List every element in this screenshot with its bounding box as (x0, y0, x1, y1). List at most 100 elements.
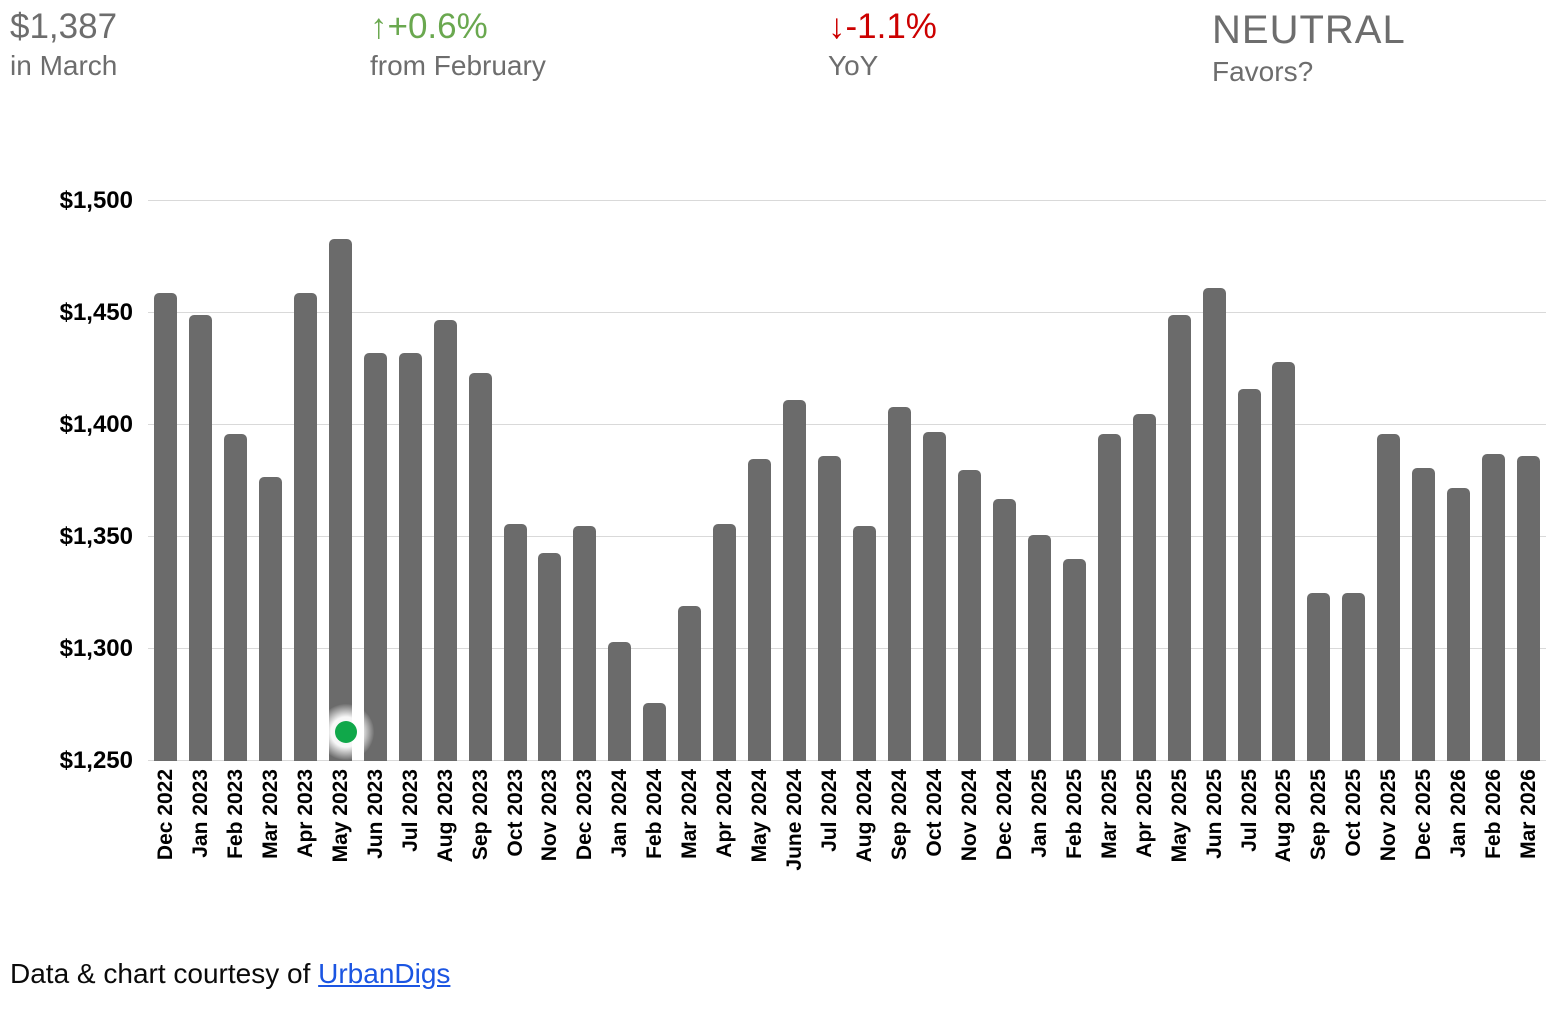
stat-median-price-value: $1,387 (10, 7, 118, 46)
x-axis-label: Oct 2025 (1342, 769, 1366, 857)
bar[interactable] (1342, 593, 1366, 761)
bar[interactable] (1027, 534, 1051, 761)
stat-median-price-label: in March (10, 50, 118, 81)
x-axis-label: Nov 2025 (1377, 769, 1401, 862)
bar[interactable] (1517, 456, 1541, 761)
bar-cell (323, 201, 358, 761)
bar[interactable] (1272, 362, 1296, 761)
bar[interactable] (1377, 433, 1401, 761)
bar-cell (1406, 201, 1441, 761)
x-label-cell: Dec 2022 (148, 769, 183, 909)
x-axis-label: Sep 2024 (887, 769, 911, 861)
bar[interactable] (713, 523, 737, 761)
bar[interactable] (433, 319, 457, 761)
x-axis-label: Feb 2023 (223, 769, 247, 859)
bar[interactable] (1097, 433, 1121, 761)
x-axis-label: May 2023 (328, 769, 352, 863)
x-axis-label: Feb 2025 (1062, 769, 1086, 859)
y-axis-label: $1,400 (59, 411, 133, 438)
bar-cell (1441, 201, 1476, 761)
x-axis-label: Apr 2024 (713, 769, 737, 858)
bar[interactable] (1062, 559, 1086, 761)
bar-cell (812, 201, 847, 761)
x-label-cell: Apr 2025 (1127, 769, 1162, 909)
bar[interactable] (1202, 288, 1226, 761)
x-axis-label: Aug 2025 (1272, 769, 1296, 863)
stat-month-over-month-label: from February (370, 50, 546, 81)
x-axis-label: Mar 2026 (1517, 769, 1541, 859)
bar[interactable] (153, 292, 177, 761)
x-axis-label: Jul 2024 (818, 769, 842, 852)
x-label-cell: Dec 2025 (1406, 769, 1441, 909)
x-axis-label: Sep 2023 (468, 769, 492, 861)
x-axis-label: Apr 2023 (293, 769, 317, 858)
bar[interactable] (223, 433, 247, 761)
bar[interactable] (293, 292, 317, 761)
bar[interactable] (853, 525, 877, 761)
bar[interactable] (1167, 315, 1191, 761)
x-axis-label: Oct 2024 (922, 769, 946, 857)
x-label-cell: Mar 2023 (253, 769, 288, 909)
x-axis-label: Jan 2023 (188, 769, 212, 858)
gridline (148, 424, 1546, 425)
x-label-cell: Nov 2025 (1371, 769, 1406, 909)
attribution-text: Data & chart courtesy of (10, 958, 319, 989)
gridline (148, 648, 1546, 649)
x-label-cell: Oct 2023 (498, 769, 533, 909)
bar[interactable] (643, 702, 667, 761)
x-label-cell: Aug 2024 (847, 769, 882, 909)
x-label-cell: May 2025 (1162, 769, 1197, 909)
bar[interactable] (258, 476, 282, 761)
urbandigs-link[interactable]: UrbanDigs (318, 958, 451, 989)
x-label-cell: Sep 2023 (463, 769, 498, 909)
y-axis: $1,250 $1,300 $1,350 $1,400 $1,450 $1,500 (0, 189, 133, 773)
bar[interactable] (538, 552, 562, 761)
bar[interactable] (818, 456, 842, 761)
x-label-cell: Nov 2024 (952, 769, 987, 909)
bar[interactable] (1307, 593, 1331, 761)
bar[interactable] (1447, 487, 1471, 761)
bar[interactable] (328, 239, 352, 761)
price-bar-chart: $1,250 $1,300 $1,350 $1,400 $1,450 $1,500 Dec… (0, 150, 1552, 910)
bar-cell (707, 201, 742, 761)
bar[interactable] (1132, 413, 1156, 761)
x-axis-label: Jun 2025 (1202, 769, 1226, 859)
x-axis-label: Jul 2025 (1237, 769, 1261, 852)
x-label-cell: Jul 2023 (393, 769, 428, 909)
bar-cell (1057, 201, 1092, 761)
bar[interactable] (363, 353, 387, 761)
bar[interactable] (468, 373, 492, 761)
x-label-cell: Mar 2025 (1092, 769, 1127, 909)
stat-median-price: $1,387 in March (10, 6, 117, 84)
bar-cell (742, 201, 777, 761)
x-label-cell: Apr 2024 (707, 769, 742, 909)
bar[interactable] (887, 407, 911, 761)
bar[interactable] (748, 458, 772, 761)
bar-cell (1511, 201, 1546, 761)
x-label-cell: Mar 2024 (672, 769, 707, 909)
bar[interactable] (992, 498, 1016, 761)
bar[interactable] (398, 353, 422, 761)
stat-year-over-year-value: ↓-1.1% (828, 7, 937, 46)
bar[interactable] (1482, 454, 1506, 761)
x-label-cell: Jan 2024 (602, 769, 637, 909)
x-label-cell: Jun 2023 (358, 769, 393, 909)
bar[interactable] (1412, 467, 1436, 761)
y-axis-label: $1,450 (59, 299, 133, 326)
bar[interactable] (573, 525, 597, 761)
x-axis: Dec 2022 Jan 2023 Feb 2023 Mar 2023 Apr 2023… (148, 769, 1546, 909)
x-label-cell: Feb 2024 (637, 769, 672, 909)
x-axis-label: Nov 2024 (957, 769, 981, 862)
bar[interactable] (783, 400, 807, 761)
bar[interactable] (503, 523, 527, 761)
bar-cell (393, 201, 428, 761)
bar[interactable] (957, 469, 981, 761)
x-axis-label: Nov 2023 (538, 769, 562, 862)
bar-cell (1127, 201, 1162, 761)
bar[interactable] (608, 642, 632, 761)
x-label-cell: Nov 2023 (532, 769, 567, 909)
bar[interactable] (1237, 389, 1261, 761)
bar[interactable] (678, 606, 702, 761)
bar[interactable] (922, 431, 946, 761)
bar[interactable] (188, 315, 212, 761)
